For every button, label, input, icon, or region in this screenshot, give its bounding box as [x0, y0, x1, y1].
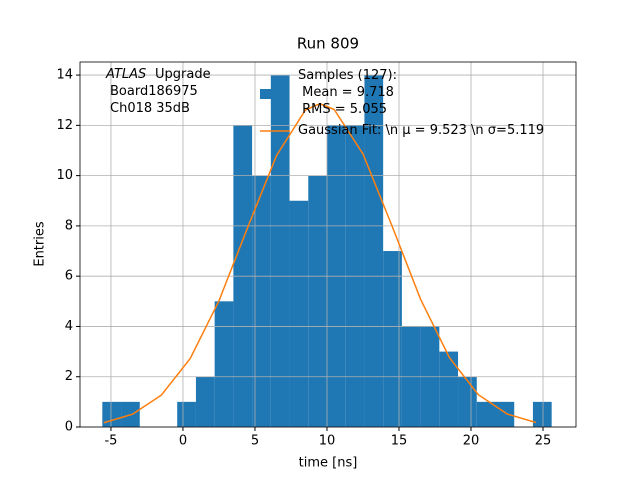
bar — [476, 401, 496, 427]
x-tick-label: -5 — [104, 434, 117, 449]
bar — [214, 301, 234, 427]
x-tick-label: 10 — [319, 434, 336, 449]
y-tick-label: 14 — [56, 68, 73, 83]
legend-label: Samples (127): Mean = 9.718 RMS = 5.055 — [298, 68, 397, 117]
y-tick-label: 6 — [65, 269, 73, 284]
x-axis-label: time [ns] — [299, 456, 358, 471]
y-tick-label: 0 — [65, 420, 73, 435]
bar — [289, 200, 309, 427]
y-axis-label: Entries — [33, 221, 48, 267]
y-tick-label: 8 — [65, 218, 73, 233]
bar — [270, 75, 290, 427]
fit-line — [103, 102, 537, 424]
y-tick-label: 4 — [65, 319, 73, 334]
bar — [439, 351, 459, 427]
bar — [532, 401, 552, 427]
x-tick-label: 5 — [251, 434, 259, 449]
bar — [458, 376, 477, 427]
bar — [177, 401, 196, 427]
bar — [364, 75, 384, 427]
y-tick-label: 12 — [56, 118, 73, 133]
bar — [383, 251, 402, 427]
bar — [252, 175, 271, 427]
bar — [102, 401, 122, 427]
axes-frame — [79, 61, 577, 428]
chart-title: Run 809 — [297, 35, 359, 53]
x-tick-label: 25 — [535, 434, 552, 449]
bar — [195, 376, 215, 427]
annotation: Upgrade — [155, 67, 211, 82]
x-tick-label: 0 — [179, 434, 187, 449]
annotation: Ch018 35dB — [110, 101, 190, 116]
bar — [308, 175, 327, 427]
legend-label: Gaussian Fit: \n μ = 9.523 \n σ=5.119 — [298, 123, 545, 138]
annotation: Board186975 — [110, 84, 198, 99]
x-tick-label: 15 — [391, 434, 408, 449]
bar — [495, 401, 515, 427]
y-tick-label: 10 — [56, 168, 73, 183]
x-tick-label: 20 — [463, 434, 480, 449]
annotation: ATLAS — [106, 67, 147, 82]
legend-swatch — [260, 89, 288, 99]
y-tick-label: 2 — [65, 369, 73, 384]
